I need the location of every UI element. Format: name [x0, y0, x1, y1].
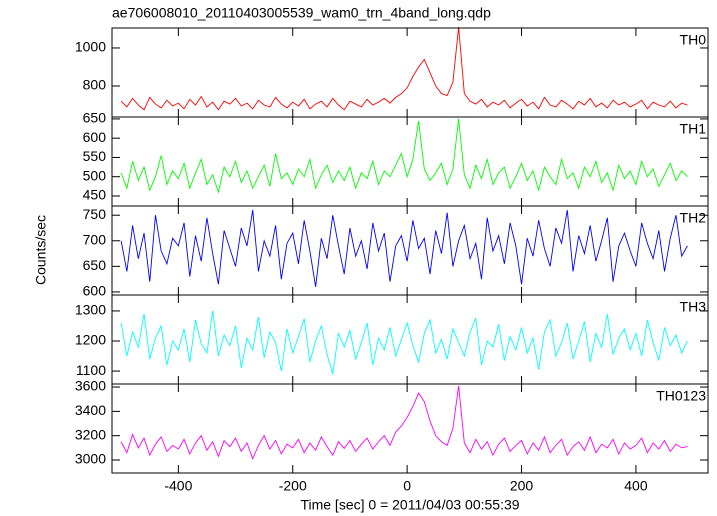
y-axis-label: Counts/sec — [33, 215, 49, 285]
panel-frame — [111, 205, 709, 296]
panel-label: TH2 — [680, 210, 707, 226]
x-tick-label: 400 — [624, 478, 648, 494]
panel-frame — [111, 383, 709, 474]
y-tick-label: 750 — [83, 206, 107, 222]
trace — [120, 27, 688, 111]
trace — [120, 385, 688, 460]
panel-frame — [111, 27, 709, 118]
y-tick-label: 1200 — [75, 332, 106, 348]
y-tick-label: 550 — [83, 148, 107, 164]
y-tick-label: 700 — [83, 231, 107, 247]
panel-label: TH0 — [680, 32, 707, 48]
trace — [120, 210, 688, 287]
panel-label: TH3 — [680, 299, 707, 315]
y-tick-label: 3000 — [75, 451, 106, 467]
y-tick-label: 3600 — [75, 378, 106, 394]
y-tick-label: 1100 — [76, 362, 106, 378]
y-tick-label: 600 — [83, 129, 107, 145]
x-tick-label: -400 — [164, 478, 192, 494]
trace — [120, 118, 688, 194]
y-tick-label: 600 — [83, 283, 107, 299]
trace — [120, 310, 688, 375]
x-tick-label: -200 — [279, 478, 307, 494]
panel-label: TH0123 — [656, 388, 706, 404]
x-axis-label: Time [sec] 0 = 2011/04/03 00:55:39 — [300, 497, 519, 513]
y-tick-label: 1000 — [75, 39, 106, 55]
y-tick-label: 3400 — [75, 402, 106, 418]
y-tick-label: 800 — [83, 77, 107, 93]
x-tick-label: 200 — [510, 478, 534, 494]
y-tick-label: 1300 — [75, 302, 106, 318]
y-tick-label: 650 — [83, 257, 107, 273]
y-tick-label: 650 — [83, 110, 107, 126]
y-tick-label: 450 — [83, 187, 107, 203]
y-tick-label: 3200 — [75, 426, 106, 442]
y-tick-label: 500 — [83, 167, 107, 183]
chart-title: ae706008010_20110403005539_wam0_trn_4ban… — [112, 5, 491, 21]
x-tick-label: 0 — [403, 478, 411, 494]
panel-label: TH1 — [680, 121, 707, 137]
